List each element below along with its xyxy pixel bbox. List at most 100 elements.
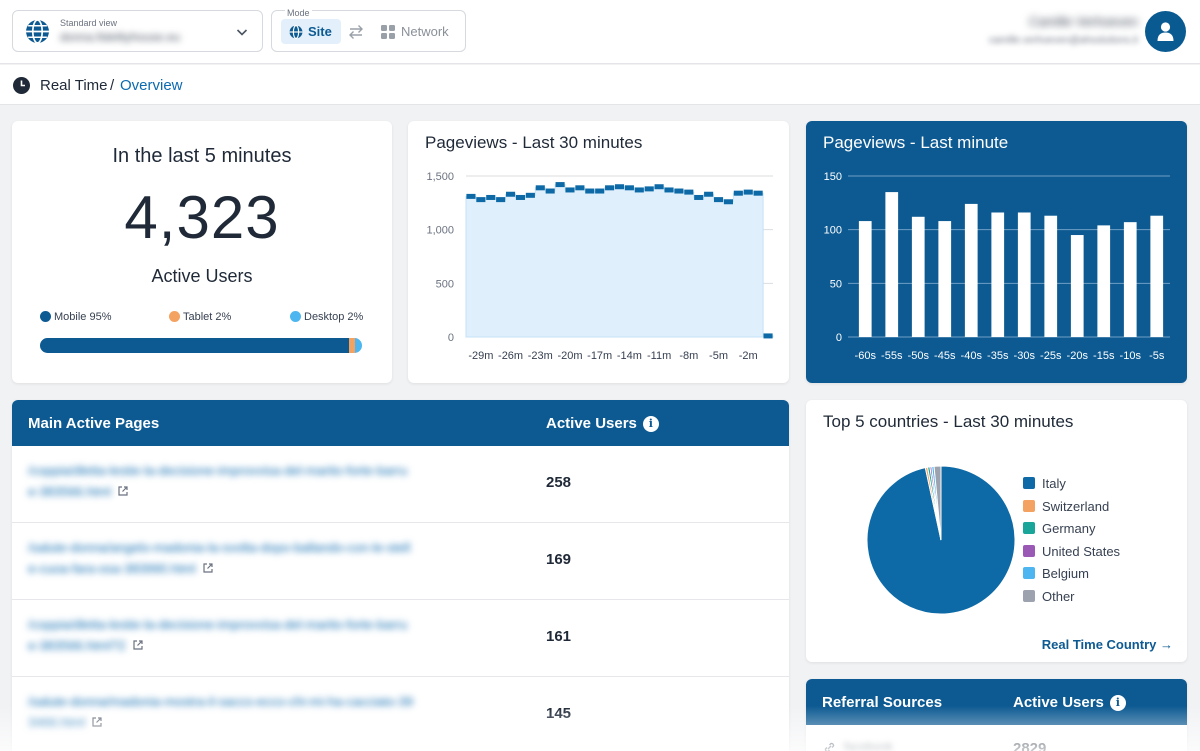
swap-icon[interactable] xyxy=(347,23,365,41)
user-email: camille.verhoeven@ahsolutions.it xyxy=(988,35,1138,46)
y-tick-label: 0 xyxy=(448,332,454,344)
data-point xyxy=(535,185,545,191)
page-link[interactable]: /salute-donna/madonia-mostra-il-sacco-ec… xyxy=(28,691,518,733)
x-tick-label: -2m xyxy=(739,350,758,362)
bar xyxy=(1017,212,1031,337)
legend-dot xyxy=(290,311,301,322)
legend-label: Germany xyxy=(1042,521,1096,537)
data-point xyxy=(555,182,565,188)
bar xyxy=(1097,225,1111,337)
page-path-line2: 3466.html xyxy=(28,715,86,730)
page-link[interactable]: /coppia/dletta-lestie-la-decisione-impro… xyxy=(28,460,518,502)
active-users-card: In the last 5 minutes 4,323 Active Users… xyxy=(12,121,392,383)
x-tick-label: -10s xyxy=(1120,350,1142,362)
page-active-users: 161 xyxy=(546,628,572,645)
page-path-line2: e-cuoa-fara-osa-383990.html xyxy=(28,561,196,576)
external-link-icon[interactable] xyxy=(202,562,214,574)
external-link-icon[interactable] xyxy=(132,639,144,651)
legend-item: Italy xyxy=(1023,476,1120,499)
chevron-down-icon xyxy=(236,29,248,36)
legend-item: United States xyxy=(1023,544,1120,567)
column-header-active-users: Active Users i xyxy=(1013,694,1126,711)
breadcrumb: Real Time / Overview xyxy=(0,65,1200,105)
legend-dot xyxy=(169,311,180,322)
y-tick-label: 1,000 xyxy=(426,225,454,237)
column-header-active-users: Active Users i xyxy=(546,415,659,432)
y-tick-label: 150 xyxy=(824,171,842,183)
referral-active-users: 2829 xyxy=(1013,740,1047,751)
x-tick-label: -60s xyxy=(855,350,877,362)
legend-label: Other xyxy=(1042,588,1075,604)
globe-icon xyxy=(289,25,303,39)
bar xyxy=(964,203,978,337)
referral-sources-table: Referral Sources Active Users i facebook … xyxy=(806,679,1187,751)
external-link-icon[interactable] xyxy=(117,485,129,497)
countries-pie-chart xyxy=(866,465,1016,615)
data-point xyxy=(664,187,674,193)
mode-network-label: Network xyxy=(401,24,449,39)
table-row: /coppia/dletta-lestie-la-decisione-impro… xyxy=(12,446,789,523)
user-name: Camille Verhoeven xyxy=(1028,14,1138,29)
table-header: Main Active Pages Active Users i xyxy=(12,400,789,446)
info-icon[interactable]: i xyxy=(1109,695,1126,711)
data-point xyxy=(624,185,634,191)
countries-legend: Italy Switzerland Germany United States Belg… xyxy=(1023,476,1120,612)
data-point xyxy=(595,188,605,194)
legend-item: Belgium xyxy=(1023,566,1120,589)
external-link-icon[interactable] xyxy=(91,716,103,728)
top-countries-card: Top 5 countries - Last 30 minutes Italy S… xyxy=(806,400,1187,662)
data-point xyxy=(466,193,476,199)
breadcrumb-separator: / xyxy=(110,77,115,94)
page-path-line2: e-383566.html xyxy=(28,484,112,499)
real-time-country-link[interactable]: Real Time Country → xyxy=(1042,637,1173,652)
device-share-bar xyxy=(40,338,362,353)
mode-site-button[interactable]: Site xyxy=(281,19,341,44)
chart-title: Top 5 countries - Last 30 minutes xyxy=(823,412,1074,431)
data-point xyxy=(743,189,753,195)
bar xyxy=(858,221,872,337)
pageviews-1min-chart: 0 50 100 150 -60s -55s -50s -45s -40s -35s -30s -25… xyxy=(824,171,1170,362)
chart-title: Pageviews - Last minute xyxy=(823,133,1009,152)
legend-dot xyxy=(40,311,51,322)
pageviews-30min-card: Pageviews - Last 30 minutes 0 500 1,000 1,5… xyxy=(408,121,789,383)
x-tick-label: -17m xyxy=(587,350,612,362)
device-desktop: Desktop 2% xyxy=(290,311,363,323)
device-mobile-label: Mobile 95% xyxy=(54,311,112,323)
bar xyxy=(1044,215,1058,337)
grid-icon xyxy=(381,25,395,39)
device-tablet-label: Tablet 2% xyxy=(183,311,232,323)
real-time-country-label: Real Time Country xyxy=(1041,637,1157,652)
x-tick-label: -55s xyxy=(881,350,903,362)
avatar[interactable] xyxy=(1145,11,1186,52)
breadcrumb-current[interactable]: Overview xyxy=(120,77,183,94)
referral-source[interactable]: facebook xyxy=(844,740,893,751)
bar xyxy=(885,192,899,337)
legend-swatch xyxy=(1023,477,1035,489)
active-users-label: Active Users xyxy=(151,266,253,286)
column-header-page: Main Active Pages xyxy=(28,415,160,432)
data-point xyxy=(694,194,704,200)
mode-label: Mode xyxy=(285,8,312,18)
data-point xyxy=(614,184,625,190)
y-tick-label: 0 xyxy=(836,332,842,344)
x-tick-label: -23m xyxy=(528,350,553,362)
clock-icon xyxy=(13,77,30,94)
page-path-line1: /salute-donna/angelo-madonia-la-svolta-d… xyxy=(28,540,411,555)
data-point xyxy=(525,192,535,198)
x-tick-label: -35s xyxy=(987,350,1009,362)
page-active-users: 258 xyxy=(546,474,572,491)
data-point xyxy=(713,197,724,203)
x-tick-label: -26m xyxy=(498,350,523,362)
page-link[interactable]: /salute-donna/angelo-madonia-la-svolta-d… xyxy=(28,537,518,579)
globe-icon xyxy=(26,19,49,44)
data-point xyxy=(585,188,595,194)
data-point xyxy=(605,185,615,191)
table-row: /salute-donna/angelo-madonia-la-svolta-d… xyxy=(12,523,789,600)
info-icon[interactable]: i xyxy=(642,416,659,432)
view-selector[interactable]: Standard view donna.fidelityhouse.eu xyxy=(12,10,263,52)
legend-swatch xyxy=(1023,499,1035,512)
page-link[interactable]: /coppia/dletta-lestie-la-decisione-impro… xyxy=(28,614,518,656)
link-icon xyxy=(824,742,835,751)
x-tick-label: -40s xyxy=(961,350,983,362)
x-tick-label: -5m xyxy=(709,350,728,362)
